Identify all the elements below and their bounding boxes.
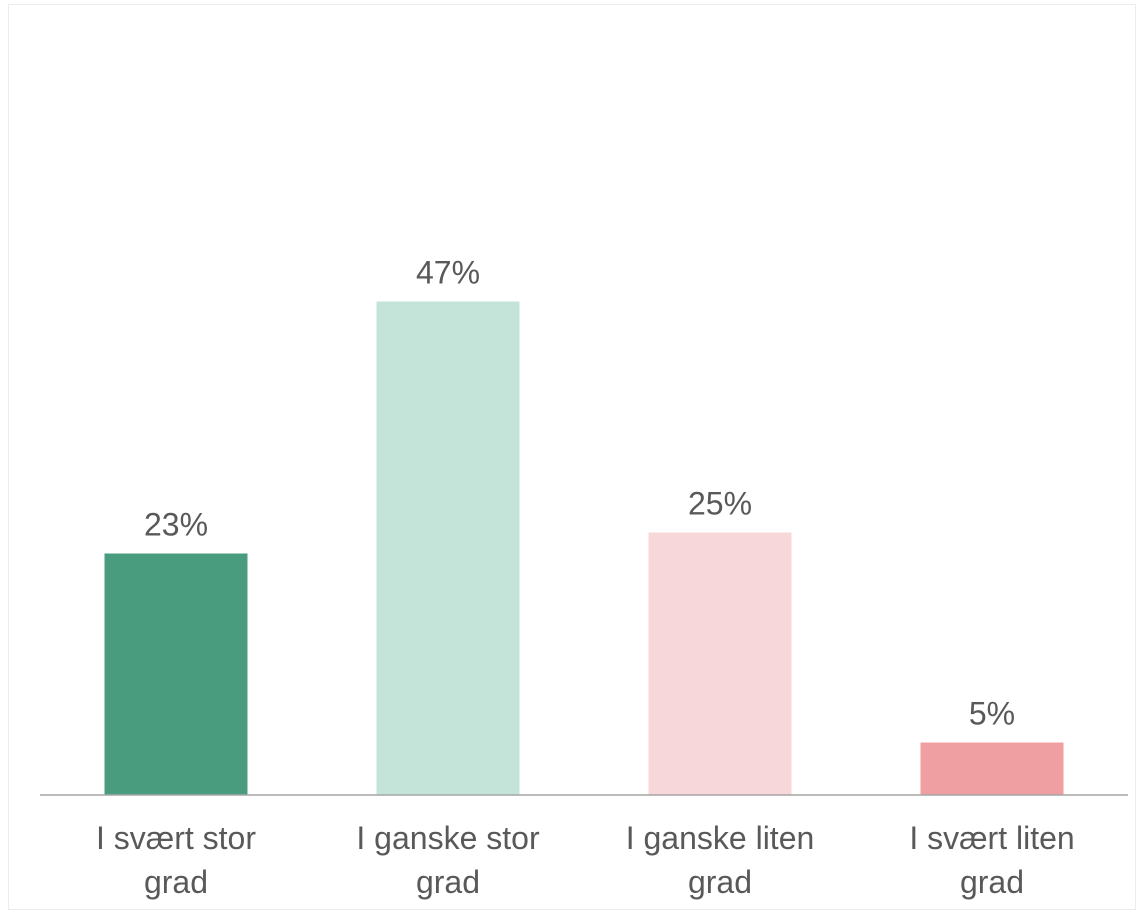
value-label-3: 25% (688, 486, 752, 522)
category-label-line: grad (960, 864, 1024, 900)
category-label-line: I svært stor (96, 820, 256, 856)
bar-1 (104, 553, 248, 795)
category-label-line: grad (144, 864, 208, 900)
value-labels-group: 23% 47% 25% 5% (144, 255, 1015, 732)
category-label-line: grad (416, 864, 480, 900)
category-label-line: I ganske liten (626, 820, 815, 856)
value-label-4: 5% (969, 696, 1015, 732)
value-label-1: 23% (144, 507, 208, 543)
value-label-2: 47% (416, 255, 480, 291)
category-label-2: I ganske stor grad (356, 820, 540, 900)
category-label-line: I svært liten (909, 820, 1074, 856)
bar-3 (648, 532, 792, 795)
category-label-3: I ganske liten grad (626, 820, 815, 900)
bar-2 (376, 301, 520, 795)
chart-frame (8, 4, 1136, 910)
category-label-line: I ganske stor (356, 820, 540, 856)
category-label-1: I svært stor grad (96, 820, 256, 900)
category-label-4: I svært liten grad (909, 820, 1074, 900)
bar-4 (920, 742, 1064, 795)
category-label-line: grad (688, 864, 752, 900)
bars-group (104, 301, 1064, 795)
